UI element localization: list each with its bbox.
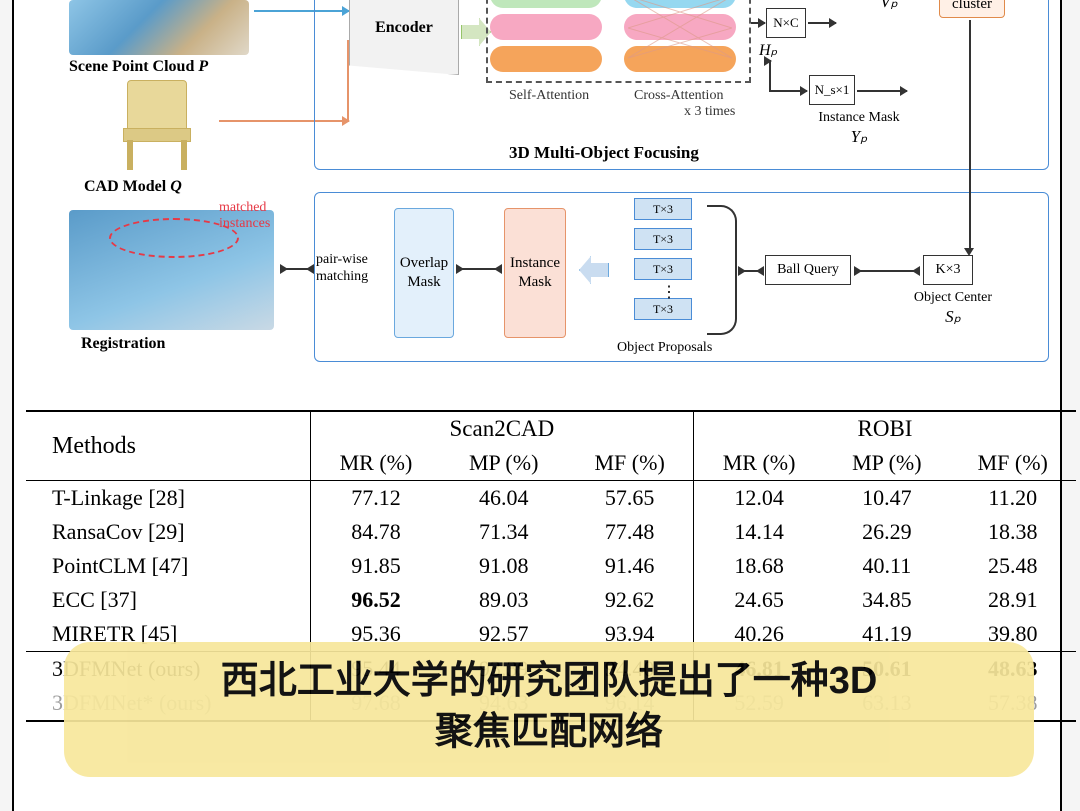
table-row: ECC [37] 96.52 89.03 92.62 24.65 34.85 2… (26, 583, 1076, 617)
cad-symbol: Q (170, 178, 182, 195)
self-attention-column (490, 0, 610, 74)
scene-point-cloud-thumb (69, 0, 249, 55)
nc-box: N×C (766, 8, 806, 38)
focusing-title: 3D Multi-Object Focusing (509, 143, 699, 163)
ball-query-box: Ball Query (765, 255, 851, 285)
cad-text: CAD Model (84, 178, 170, 195)
cell: 34.85 (824, 583, 949, 617)
metric-mr-r: MR (%) (693, 446, 824, 481)
cell: 40.11 (824, 549, 949, 583)
metric-mp-s: MP (%) (441, 446, 566, 481)
table-row: T-Linkage [28] 77.12 46.04 57.65 12.04 1… (26, 481, 1076, 516)
cross-attention-column (624, 0, 744, 74)
proposal-box: T×3 (634, 298, 692, 320)
object-center-title: Object Center Sₚ (903, 290, 1003, 328)
metric-mr-s: MR (%) (310, 446, 441, 481)
arrow-ns-to-yp (857, 90, 907, 92)
self-attention-label: Self-Attention (509, 88, 589, 104)
proposal-ellipsis: ⋮ (634, 282, 704, 296)
method-name: RansaCov [29] (26, 515, 310, 549)
cell: 25.48 (949, 549, 1076, 583)
registration-label: Registration (81, 335, 165, 353)
method-name: T-Linkage [28] (26, 481, 310, 516)
table-row: RansaCov [29] 84.78 71.34 77.48 14.14 26… (26, 515, 1076, 549)
method-name: ECC [37] (26, 583, 310, 617)
instance-mask-symbol: Yₚ (851, 127, 868, 146)
cluster-box: cluster (939, 0, 1005, 18)
dataset-header-robi: ROBI (693, 411, 1076, 446)
scene-cloud-symbol: P (198, 58, 208, 75)
subtitle-line2: 聚焦匹配网络 (435, 711, 663, 753)
overlap-mask-box: Overlap Mask (394, 208, 454, 338)
proposal-box: T×3 (634, 258, 692, 280)
proposals-brace (707, 205, 737, 335)
cross-attention-label: Cross-Attention (634, 88, 723, 104)
arrow-ballq-to-brace (739, 270, 763, 272)
cell: 10.47 (824, 481, 949, 516)
cell: 18.68 (693, 549, 824, 583)
ns1-box: N_s×1 (809, 75, 855, 105)
matched-instances-label: matched instances (219, 200, 270, 232)
cell: 92.62 (566, 583, 693, 617)
arrow-to-registration (281, 268, 313, 270)
object-proposals-title: Object Proposals (617, 340, 712, 356)
cell: 26.29 (824, 515, 949, 549)
ns1-text: N_s×1 (815, 82, 850, 98)
cross-attention-lines (628, 0, 732, 66)
object-proposals-column: T×3 T×3 T×3 ⋮ T×3 (634, 198, 704, 328)
instance-mask-box: Instance Mask (504, 208, 566, 338)
cell: 24.65 (693, 583, 824, 617)
arrow-to-nc (751, 22, 765, 24)
arrowhead-cluster-to-k3 (964, 248, 974, 256)
point-offset-title: Point Offset Vₚ (839, 0, 939, 13)
proposal-box: T×3 (634, 198, 692, 220)
metric-mf-s: MF (%) (566, 446, 693, 481)
pairwise-matching-label: pair-wise matching (316, 252, 368, 286)
cell: 46.04 (441, 481, 566, 516)
x3-times-label: x 3 times (684, 104, 735, 120)
arrow-to-ns (769, 90, 807, 92)
scene-cloud-text: Scene Point Cloud (69, 58, 198, 75)
cell: 14.14 (693, 515, 824, 549)
methods-header: Methods (26, 411, 310, 481)
cell: 12.04 (693, 481, 824, 516)
k3-box: K×3 (923, 255, 973, 285)
cad-model-thumb (119, 80, 204, 175)
table-row: PointCLM [47] 91.85 91.08 91.46 18.68 40… (26, 549, 1076, 583)
cell: 91.85 (310, 549, 441, 583)
cell: 28.91 (949, 583, 1076, 617)
cell: 77.12 (310, 481, 441, 516)
object-center-text: Object Center (914, 290, 992, 305)
point-offset-symbol: Vₚ (880, 0, 898, 11)
cell: 84.78 (310, 515, 441, 549)
cell: 18.38 (949, 515, 1076, 549)
hp-split (769, 60, 771, 90)
arrow-im-to-om (457, 268, 501, 270)
cad-model-label: CAD Model Q (84, 178, 182, 196)
scene-point-cloud-label: Scene Point Cloud P (69, 58, 208, 76)
metric-mp-r: MP (%) (824, 446, 949, 481)
metric-mf-r: MF (%) (949, 446, 1076, 481)
cell: 11.20 (949, 481, 1076, 516)
arrow-nc-to-vp (808, 22, 836, 24)
cell: 57.65 (566, 481, 693, 516)
arrow-k3-to-ballq (855, 270, 919, 272)
subtitle-overlay: 西北工业大学的研究团队提出了一种3D 聚焦匹配网络 (64, 642, 1034, 777)
object-center-symbol: Sₚ (945, 307, 961, 326)
cell: 91.46 (566, 549, 693, 583)
cell: 89.03 (441, 583, 566, 617)
instance-mask-text: Instance Mask (818, 110, 899, 125)
dataset-header-scan2cad: Scan2CAD (310, 411, 693, 446)
subtitle-line1: 西北工业大学的研究团队提出了一种3D (221, 660, 878, 702)
cell: 77.48 (566, 515, 693, 549)
paper-frame: Scene Point Cloud P CAD Model Q matched … (12, 0, 1062, 811)
arrow-cluster-to-k3 (969, 20, 971, 252)
cell: 91.08 (441, 549, 566, 583)
method-name: PointCLM [47] (26, 549, 310, 583)
instance-mask-title: Instance Mask Yₚ (809, 110, 909, 148)
proposal-box: T×3 (634, 228, 692, 250)
architecture-diagram: Scene Point Cloud P CAD Model Q matched … (69, 0, 1049, 385)
cell: 71.34 (441, 515, 566, 549)
cell: 96.52 (310, 583, 441, 617)
